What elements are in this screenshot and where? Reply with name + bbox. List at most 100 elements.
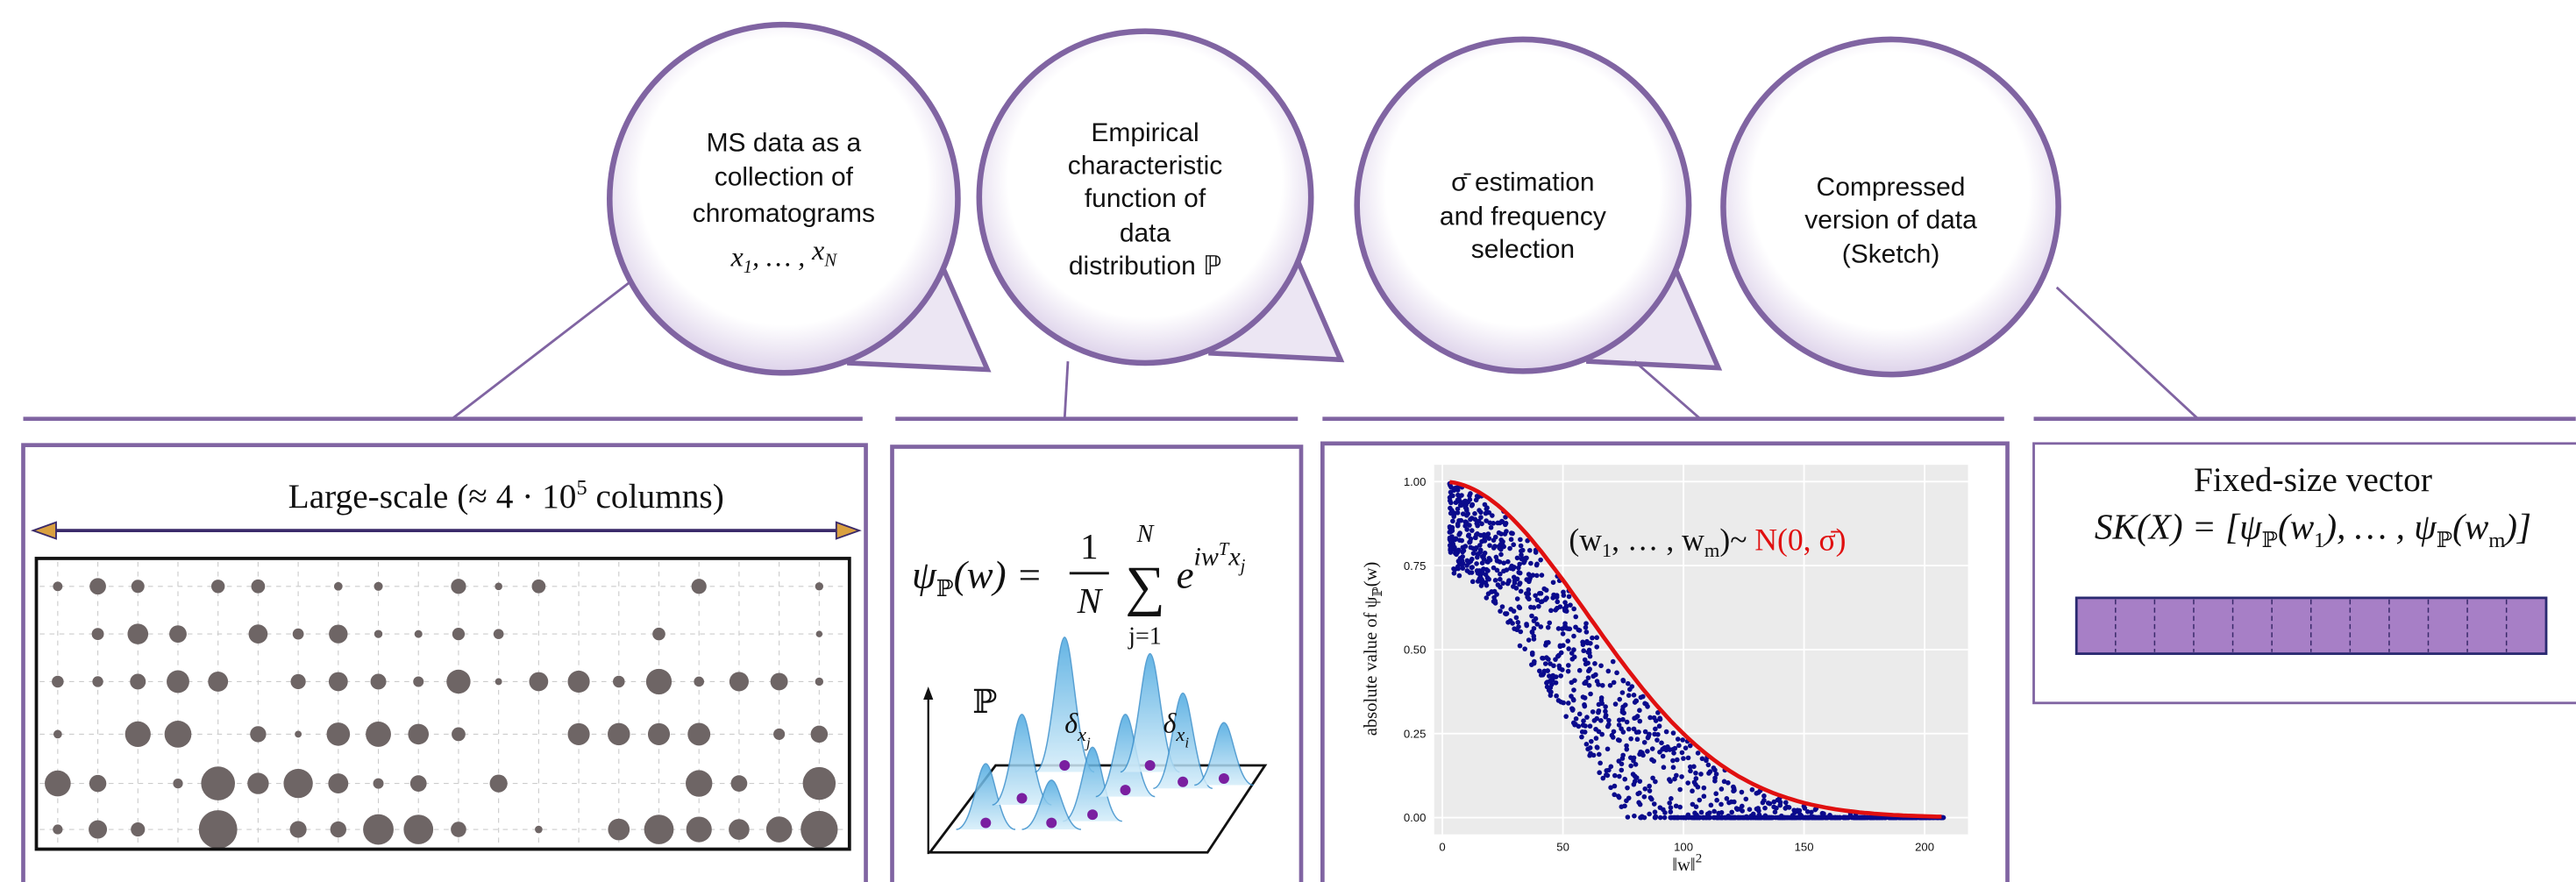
large-scale-title: Large-scale (≈ 4 · 105 columns) bbox=[288, 476, 724, 516]
cloud-point bbox=[1499, 519, 1505, 524]
cloud-point bbox=[1469, 528, 1475, 533]
cloud-point bbox=[1643, 729, 1648, 735]
cloud-point bbox=[1589, 739, 1594, 744]
cloud-point bbox=[1451, 566, 1456, 572]
cloud-point bbox=[1775, 798, 1781, 803]
cloud-point bbox=[1795, 807, 1800, 813]
cloud-point bbox=[1512, 580, 1518, 586]
cloud-point bbox=[1654, 737, 1660, 743]
cloud-point bbox=[1700, 756, 1705, 761]
cloud-point bbox=[1457, 573, 1462, 579]
matrix-dot bbox=[694, 677, 704, 687]
step-math-part: x bbox=[730, 241, 744, 272]
delta-x: x bbox=[1077, 723, 1086, 745]
matrix-dot bbox=[374, 779, 384, 789]
step: σ̄ estimationand frequencyselection bbox=[1357, 39, 1719, 371]
matrix-dot bbox=[290, 821, 307, 837]
cloud-point bbox=[1577, 712, 1583, 717]
cloud-point bbox=[1569, 651, 1575, 656]
cloud-point bbox=[1511, 542, 1516, 547]
matrix-dot bbox=[608, 819, 630, 841]
cloud-point bbox=[1761, 793, 1767, 799]
cloud-point bbox=[1475, 568, 1480, 573]
cloud-point bbox=[1669, 796, 1674, 801]
cloud-point bbox=[1521, 560, 1526, 565]
cloud-point bbox=[1581, 642, 1586, 647]
cloud-point bbox=[1493, 578, 1498, 583]
matrix-dot bbox=[451, 579, 466, 594]
cloud-point bbox=[1510, 531, 1515, 537]
cloud-point bbox=[1588, 692, 1593, 697]
cloud-point bbox=[1556, 698, 1562, 703]
cloud-point bbox=[1569, 680, 1575, 686]
cloud-point bbox=[1539, 600, 1544, 605]
cloud-point bbox=[1466, 560, 1471, 565]
cloud-point bbox=[1711, 809, 1717, 814]
ann: 1 bbox=[1602, 539, 1612, 561]
cloud-point bbox=[1674, 803, 1679, 808]
cloud-point bbox=[1743, 797, 1748, 802]
cloud-point bbox=[1506, 579, 1512, 584]
cloud-point bbox=[1637, 791, 1642, 796]
cloud-point bbox=[1491, 545, 1497, 551]
cloud-point bbox=[1593, 727, 1598, 732]
cloud-point bbox=[1562, 623, 1568, 629]
cloud-point bbox=[1632, 814, 1637, 819]
cloud-point bbox=[1625, 720, 1630, 725]
step-text: collection of bbox=[715, 163, 854, 192]
cloud-point bbox=[1595, 744, 1600, 750]
vf: ), … , ψ bbox=[2323, 506, 2437, 547]
cloud-point bbox=[1558, 644, 1563, 649]
matrix-dot bbox=[201, 766, 235, 800]
cloud-point bbox=[1516, 570, 1521, 575]
cloud-point bbox=[1518, 537, 1523, 543]
cloud-point bbox=[1573, 615, 1578, 620]
matrix-dot bbox=[535, 826, 543, 834]
cloud-point bbox=[1453, 486, 1458, 491]
cloud-point bbox=[1515, 620, 1520, 625]
cloud-point bbox=[1660, 747, 1665, 752]
cloud-point bbox=[1671, 765, 1676, 770]
cloud-point bbox=[1566, 646, 1571, 651]
cloud-point bbox=[1642, 815, 1647, 821]
cloud-point bbox=[1685, 780, 1690, 786]
cloud-point bbox=[1478, 548, 1484, 553]
matrix-dot bbox=[803, 767, 836, 800]
cloud-point bbox=[1598, 761, 1603, 766]
cloud-point bbox=[1492, 599, 1498, 604]
cloud-point bbox=[1662, 765, 1667, 770]
cloud-point bbox=[1709, 803, 1714, 808]
dirac bbox=[980, 818, 991, 829]
vector-title: Fixed-size vector bbox=[2194, 460, 2432, 499]
cloud-point bbox=[1829, 815, 1834, 821]
cloud-point bbox=[1481, 557, 1486, 562]
cloud-point bbox=[1483, 551, 1488, 556]
cloud-point bbox=[1554, 694, 1559, 699]
cloud-point bbox=[1620, 709, 1626, 715]
step-text: characteristic bbox=[1068, 152, 1223, 181]
x-tick-label: 0 bbox=[1439, 840, 1445, 853]
cloud-point bbox=[1536, 604, 1541, 609]
cloud-point bbox=[1597, 752, 1602, 758]
dirac bbox=[1145, 760, 1156, 771]
cloud-point bbox=[1605, 669, 1611, 674]
cloud-point bbox=[1528, 605, 1534, 610]
cloud-point bbox=[1714, 798, 1719, 803]
cloud-point bbox=[1478, 533, 1484, 538]
delta: δ bbox=[1064, 708, 1078, 739]
cloud-point bbox=[1696, 750, 1701, 756]
cloud-point bbox=[1590, 636, 1595, 641]
cloud-point bbox=[1691, 764, 1697, 769]
measure: ℙ bbox=[936, 576, 954, 601]
cloud-point bbox=[1448, 501, 1454, 506]
matrix-dot bbox=[130, 673, 146, 689]
cloud-point bbox=[1664, 729, 1669, 735]
cloud-point bbox=[1655, 732, 1661, 737]
matrix-dot bbox=[532, 580, 546, 594]
cloud-point bbox=[1647, 784, 1652, 789]
matrix-dot bbox=[249, 624, 268, 644]
cloud-point bbox=[1571, 607, 1576, 612]
cloud-point bbox=[1537, 668, 1542, 673]
cloud-point bbox=[1680, 737, 1685, 743]
cloud-point bbox=[1725, 796, 1730, 801]
